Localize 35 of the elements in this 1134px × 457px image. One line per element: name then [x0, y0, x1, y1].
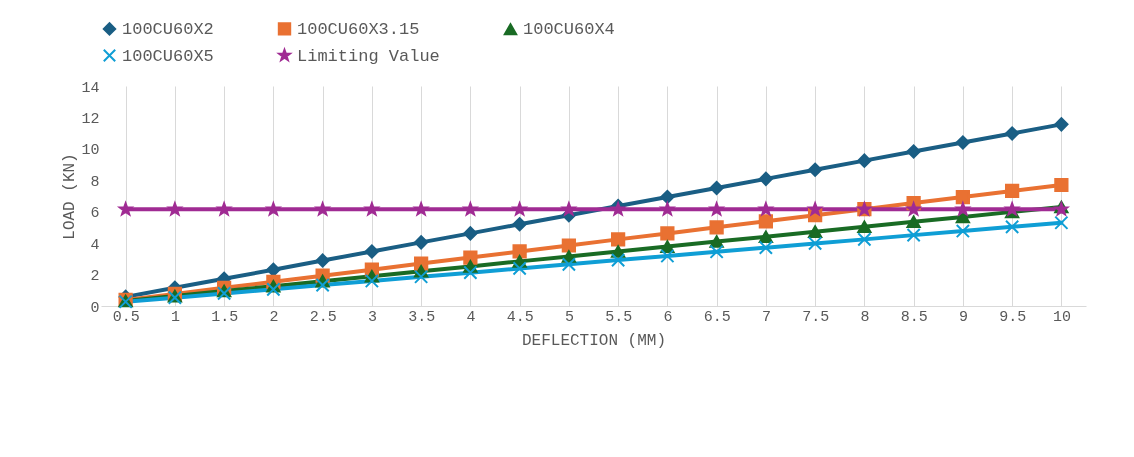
- x-tick-label: 1: [170, 308, 180, 326]
- x-tick-label: 5.5: [605, 308, 633, 326]
- x-axis-title: DEFLECTION (MM): [521, 331, 667, 350]
- x-tick-label: 3.5: [408, 308, 436, 326]
- y-tick-label: 0: [90, 299, 100, 317]
- legend-label: 100CU60X3.15: [297, 19, 420, 39]
- y-tick-label: 12: [81, 110, 100, 128]
- legend-label: 100CU60X5: [122, 46, 214, 66]
- x-tick-label: 3: [367, 308, 377, 326]
- y-tick-label: 6: [90, 205, 100, 223]
- x-tick-label: 4: [466, 308, 476, 326]
- legend-label: 100CU60X4: [523, 20, 615, 40]
- x-tick-label: 4.5: [506, 308, 534, 326]
- y-tick-label: 14: [81, 79, 100, 97]
- x-tick-label: 1.5: [211, 308, 239, 326]
- x-tick-label: 9: [958, 308, 968, 326]
- x-tick-label: 7: [761, 308, 771, 326]
- x-tick-label: 10: [1052, 308, 1071, 326]
- x-tick-label: 6.5: [703, 308, 731, 326]
- legend-label: 100CU60X2: [122, 19, 214, 39]
- y-tick-label: 2: [90, 268, 100, 286]
- x-tick-label: 8: [860, 308, 870, 326]
- x-tick-label: 5: [564, 308, 574, 326]
- x-tick-label: 6: [663, 308, 673, 326]
- x-tick-label: 0.5: [112, 308, 140, 326]
- y-tick-label: 8: [90, 173, 100, 191]
- x-tick-label: 2.5: [309, 308, 337, 326]
- x-tick-label: 8.5: [900, 308, 928, 326]
- x-tick-label: 9.5: [999, 308, 1027, 326]
- y-tick-label: 4: [90, 236, 100, 254]
- y-axis-title: LOAD (KN): [61, 153, 80, 240]
- x-tick-label: 2: [269, 308, 279, 326]
- legend-label: Limiting Value: [297, 46, 440, 66]
- x-tick-label: 7.5: [802, 308, 830, 326]
- y-tick-label: 10: [81, 142, 100, 160]
